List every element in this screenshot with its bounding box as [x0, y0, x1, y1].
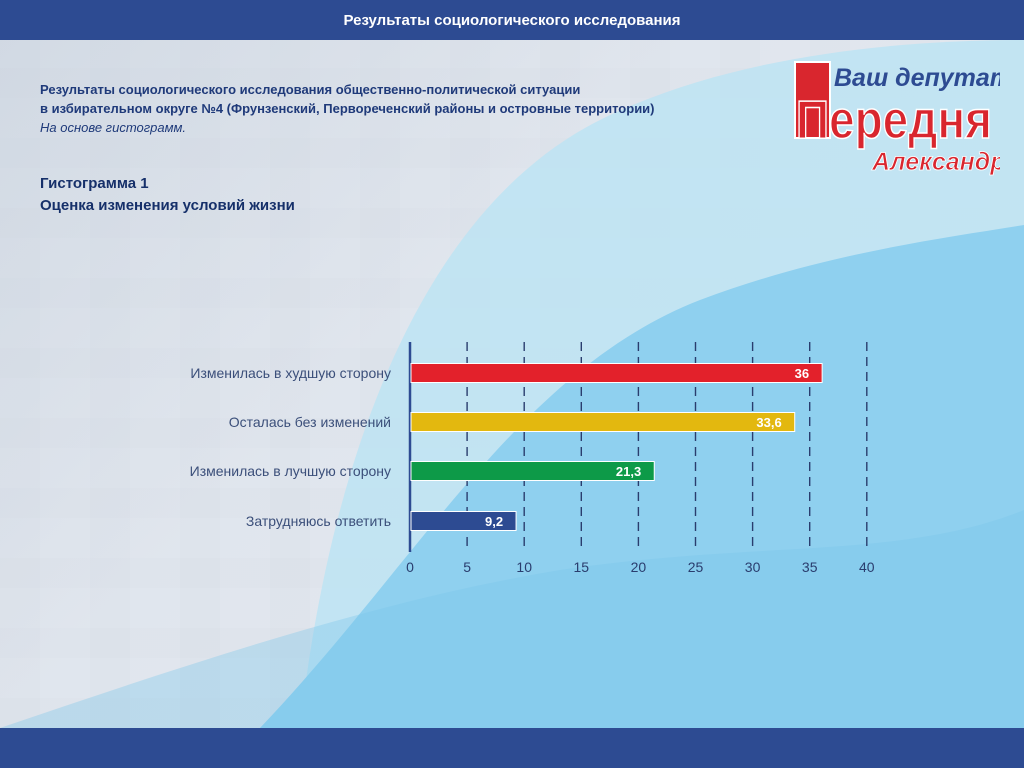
- intro-subtitle: На основе гистограмм.: [40, 120, 187, 135]
- bar-value-label: 33,6: [756, 415, 781, 430]
- x-tick-label: 20: [631, 559, 647, 575]
- category-label: Изменилась в лучшую сторону: [190, 463, 391, 479]
- header-title: Результаты социологического исследования: [343, 11, 681, 29]
- intro-block: Результаты социологического исследования…: [40, 80, 780, 137]
- x-tick-label: 30: [745, 559, 761, 575]
- bar-value-label: 36: [795, 366, 809, 381]
- category-label: Изменилась в худшую сторону: [190, 365, 391, 381]
- histogram-heading: Гистограмма 1 Оценка изменения условий ж…: [40, 173, 295, 217]
- histogram-number: Гистограмма 1: [40, 175, 149, 192]
- x-tick-label: 10: [516, 559, 532, 575]
- x-tick-label: 5: [463, 559, 471, 575]
- x-tick-label: 25: [688, 559, 704, 575]
- logo-letter-block: [794, 61, 831, 139]
- bar: [410, 412, 796, 432]
- x-tick-label: 35: [802, 559, 818, 575]
- category-label: Затрудняюсь ответить: [246, 513, 391, 529]
- deputy-logo: Ваш депутат Передня Александр: [794, 61, 1000, 176]
- intro-line-2: в избирательном округе №4 (Фрунзенский, …: [40, 101, 655, 116]
- bar: [410, 461, 655, 481]
- x-tick-label: 40: [859, 559, 875, 575]
- bar-value-label: 21,3: [616, 464, 641, 479]
- histogram-title: Оценка изменения условий жизни: [40, 197, 295, 214]
- bar-value-label: 9,2: [485, 514, 503, 529]
- logo-line-3: Александр: [871, 148, 1000, 176]
- footer-bar: [0, 728, 1024, 768]
- header-bar: Результаты социологического исследования: [0, 0, 1024, 40]
- x-tick-label: 0: [406, 559, 414, 575]
- logo-line-2: Передня: [796, 90, 992, 150]
- bar: [410, 511, 517, 531]
- x-tick-label: 15: [574, 559, 590, 575]
- background-waves: [0, 40, 1024, 728]
- bar: [410, 363, 823, 383]
- category-label: Осталась без изменений: [229, 414, 391, 430]
- intro-line-1: Результаты социологического исследования…: [40, 82, 581, 97]
- logo-line-1: Ваш депутат: [834, 64, 1000, 92]
